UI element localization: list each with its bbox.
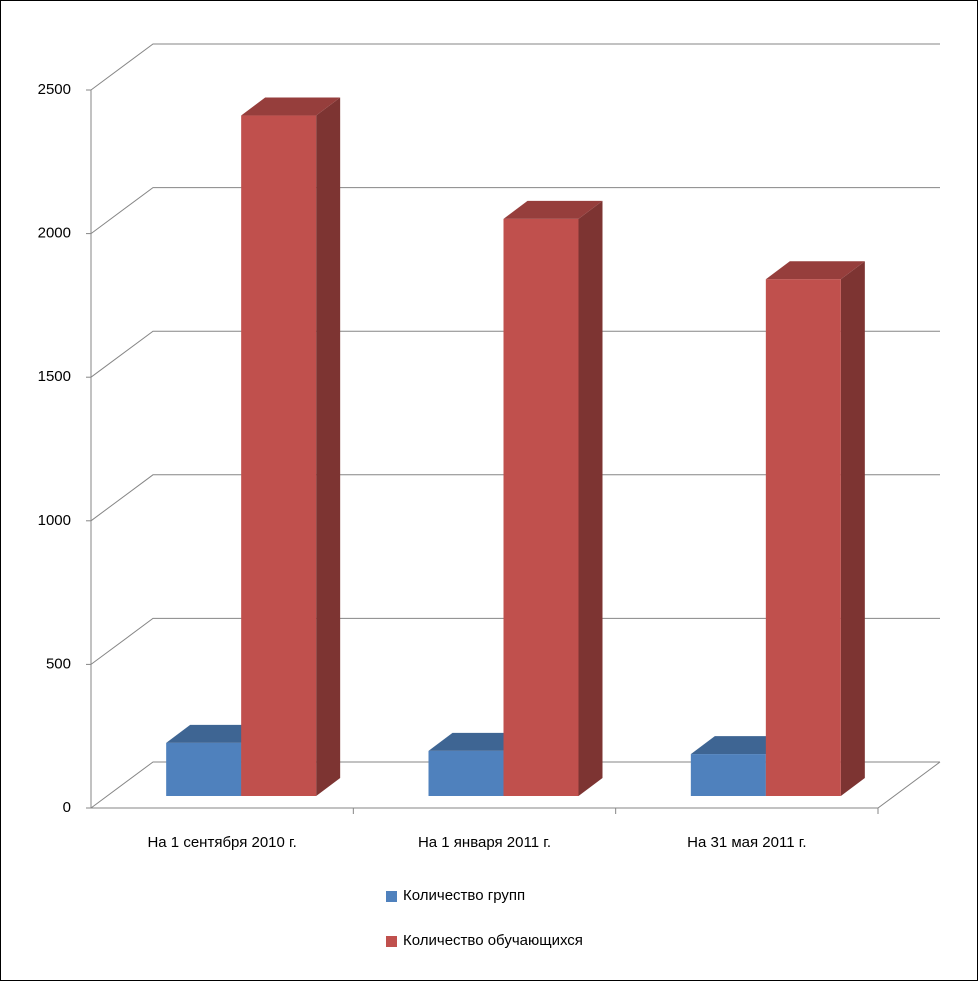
grid-line (90, 43, 940, 91)
bar-top (166, 724, 266, 743)
grid-line (90, 187, 940, 235)
bar-side (840, 261, 865, 797)
grid-line (90, 330, 940, 378)
bar (690, 754, 766, 796)
y-tick-label: 0 (63, 799, 71, 816)
y-tick-label: 2500 (38, 81, 71, 98)
bar-top (241, 97, 341, 116)
bar-top (765, 261, 865, 280)
legend-swatch (386, 891, 397, 902)
legend-label: Количество обучающихся (403, 932, 583, 949)
x-tick-label: На 1 сентября 2010 г. (147, 834, 296, 851)
x-tick-label: На 1 января 2011 г. (418, 834, 551, 851)
bar (428, 750, 504, 796)
bar-top (503, 200, 603, 219)
bar-side (316, 97, 341, 796)
bar (765, 279, 841, 797)
bar (503, 218, 579, 796)
grid-line (90, 761, 940, 809)
y-tick-label: 500 (46, 655, 71, 672)
legend-label: Количество групп (403, 887, 525, 904)
y-tick-label: 1000 (38, 512, 71, 529)
grid-line (90, 617, 940, 665)
bar-top (428, 732, 528, 751)
bar (241, 115, 317, 796)
y-tick-label: 1500 (38, 368, 71, 385)
grid-line (90, 474, 940, 522)
bar (166, 742, 242, 796)
y-tick-label: 2000 (38, 225, 71, 242)
legend-swatch (386, 936, 397, 947)
bar-side (578, 200, 603, 796)
bar-top (690, 736, 790, 755)
x-tick-label: На 31 мая 2011 г. (687, 834, 806, 851)
